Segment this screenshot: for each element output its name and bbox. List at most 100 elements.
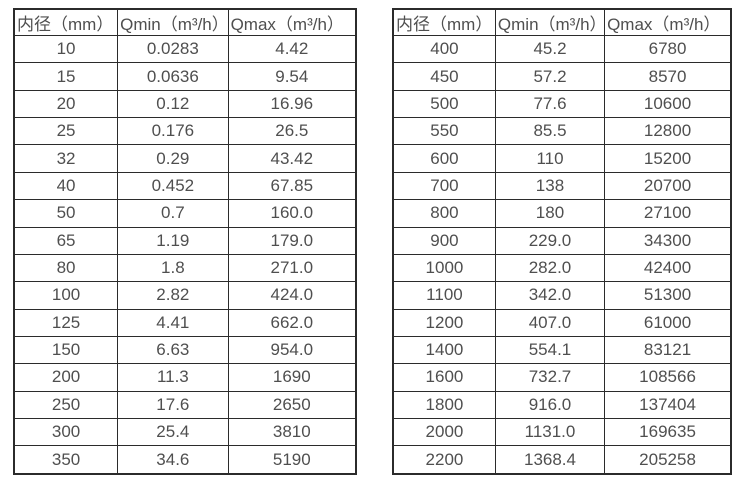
table-cell: 137404 [604,390,732,420]
table-cell: 20700 [604,171,732,201]
table-cell: 0.12 [117,89,229,119]
table-cell: 700 [392,171,496,201]
table-cell: 15200 [604,144,732,173]
table-cell: 450 [392,62,496,91]
table-cell: 1368.4 [494,445,606,475]
table-cell: 0.176 [117,117,229,146]
header-row: 内径（mm） Qmin（m³/h） Qmax（m³/h） [392,8,732,36]
table-row: 80 1.8 271.0 [13,253,357,283]
table-cell: 350 [13,445,119,475]
table-cell: 10600 [604,89,732,119]
header-qmin: Qmin（m³/h） [494,8,606,36]
table-row: 700 138 20700 [392,171,732,201]
table-cell: 80 [13,253,119,283]
table-cell: 43.42 [227,144,357,173]
table-cell: 0.452 [117,171,229,201]
table-cell: 250 [13,390,119,420]
table-cell: 400 [392,34,496,64]
table-row: 1600 732.7 108566 [392,363,732,392]
table-cell: 8570 [604,62,732,91]
header-qmax: Qmax（m³/h） [604,8,732,36]
table-cell: 424.0 [227,281,357,310]
table-row: 1400 554.1 83121 [392,335,732,365]
flow-table-large-diameter: 内径（mm） Qmin（m³/h） Qmax（m³/h） 400 45.2 6780… [392,8,732,475]
table-row: 400 45.2 6780 [392,34,732,64]
header-inner-diameter: 内径（mm） [13,8,119,36]
table-cell: 20 [13,89,119,119]
table-cell: 1600 [392,363,496,392]
table-row: 300 25.4 3810 [13,418,357,447]
table-cell: 83121 [604,335,732,365]
table-cell: 2000 [392,418,496,447]
table-cell: 42400 [604,253,732,283]
table-cell: 2200 [392,445,496,475]
header-inner-diameter: 内径（mm） [392,8,496,36]
table-cell: 51300 [604,281,732,310]
table-row: 900 229.0 34300 [392,226,732,255]
table-cell: 34300 [604,226,732,255]
table-row: 350 34.6 5190 [13,445,357,475]
table-cell: 800 [392,199,496,228]
table-cell: 27100 [604,199,732,228]
table-cell: 1000 [392,253,496,283]
table-row: 1200 407.0 61000 [392,308,732,337]
table-cell: 45.2 [494,34,606,64]
table-cell: 34.6 [117,445,229,475]
table-cell: 1800 [392,390,496,420]
table-cell: 26.5 [227,117,357,146]
table-cell: 25.4 [117,418,229,447]
table-cell: 12800 [604,117,732,146]
table-row: 40 0.452 67.85 [13,171,357,201]
table-row: 32 0.29 43.42 [13,144,357,173]
table-cell: 1.19 [117,226,229,255]
header-row: 内径（mm） Qmin（m³/h） Qmax（m³/h） [13,8,357,36]
table-cell: 954.0 [227,335,357,365]
table-cell: 916.0 [494,390,606,420]
table-cell: 65 [13,226,119,255]
table-row: 125 4.41 662.0 [13,308,357,337]
table-row: 500 77.6 10600 [392,89,732,119]
table-cell: 550 [392,117,496,146]
header-qmin: Qmin（m³/h） [117,8,229,36]
table-row: 65 1.19 179.0 [13,226,357,255]
table-row: 550 85.5 12800 [392,117,732,146]
table-cell: 77.6 [494,89,606,119]
table-cell: 0.7 [117,199,229,228]
table-row: 2000 1131.0 169635 [392,418,732,447]
table-row: 20 0.12 16.96 [13,89,357,119]
table-cell: 9.54 [227,62,357,91]
table-row: 50 0.7 160.0 [13,199,357,228]
table-cell: 179.0 [227,226,357,255]
table-row: 200 11.3 1690 [13,363,357,392]
table-cell: 500 [392,89,496,119]
table-row: 1100 342.0 51300 [392,281,732,310]
table-cell: 271.0 [227,253,357,283]
table-cell: 1100 [392,281,496,310]
table-cell: 15 [13,62,119,91]
table-cell: 0.29 [117,144,229,173]
table-cell: 1.8 [117,253,229,283]
table-cell: 229.0 [494,226,606,255]
table-cell: 662.0 [227,308,357,337]
table-cell: 110 [494,144,606,173]
table-row: 800 180 27100 [392,199,732,228]
table-cell: 1400 [392,335,496,365]
table-cell: 2650 [227,390,357,420]
table-row: 2200 1368.4 205258 [392,445,732,475]
table-cell: 108566 [604,363,732,392]
table-cell: 160.0 [227,199,357,228]
table-cell: 1690 [227,363,357,392]
table-cell: 100 [13,281,119,310]
table-cell: 25 [13,117,119,146]
table-cell: 4.41 [117,308,229,337]
table-cell: 5190 [227,445,357,475]
table-row: 150 6.63 954.0 [13,335,357,365]
table-cell: 180 [494,199,606,228]
table-cell: 6780 [604,34,732,64]
table-cell: 169635 [604,418,732,447]
table-cell: 6.63 [117,335,229,365]
table-cell: 85.5 [494,117,606,146]
table-row: 10 0.0283 4.42 [13,34,357,64]
table-cell: 0.0636 [117,62,229,91]
table-cell: 2.82 [117,281,229,310]
